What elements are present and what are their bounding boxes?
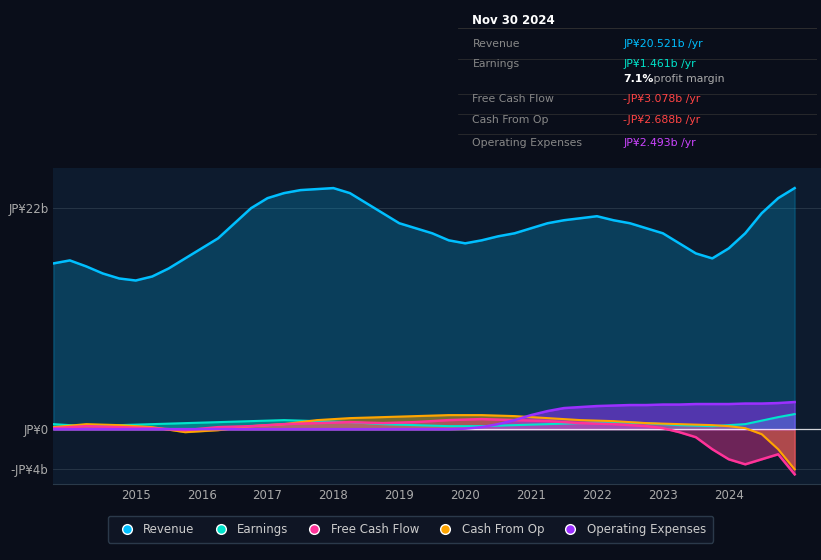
Text: JP¥20.521b /yr: JP¥20.521b /yr — [623, 39, 703, 49]
Text: profit margin: profit margin — [650, 74, 725, 85]
Text: 7.1%: 7.1% — [623, 74, 654, 85]
Legend: Revenue, Earnings, Free Cash Flow, Cash From Op, Operating Expenses: Revenue, Earnings, Free Cash Flow, Cash … — [108, 516, 713, 543]
Text: Earnings: Earnings — [472, 59, 520, 69]
Text: Free Cash Flow: Free Cash Flow — [472, 94, 554, 104]
Text: Operating Expenses: Operating Expenses — [472, 138, 582, 148]
Text: Revenue: Revenue — [472, 39, 520, 49]
Text: JP¥2.493b /yr: JP¥2.493b /yr — [623, 138, 695, 148]
Text: Nov 30 2024: Nov 30 2024 — [472, 14, 555, 27]
Text: JP¥1.461b /yr: JP¥1.461b /yr — [623, 59, 695, 69]
Text: Cash From Op: Cash From Op — [472, 115, 549, 125]
Text: -JP¥2.688b /yr: -JP¥2.688b /yr — [623, 115, 700, 125]
Text: -JP¥3.078b /yr: -JP¥3.078b /yr — [623, 94, 700, 104]
